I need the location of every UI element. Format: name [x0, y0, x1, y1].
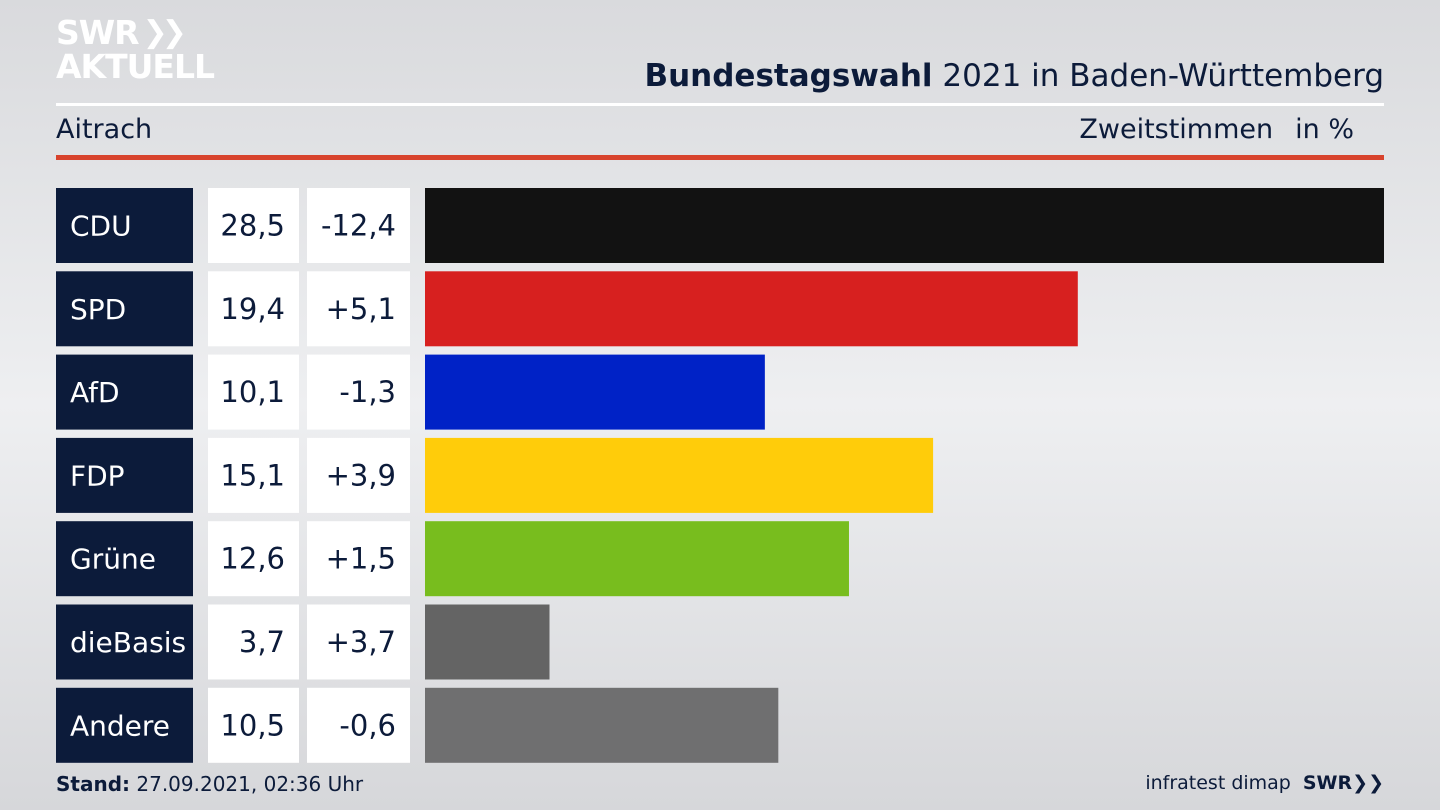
party-label-box: [56, 604, 193, 680]
change-label: -12,4: [321, 209, 396, 243]
change-label: +3,9: [326, 458, 396, 492]
value-cell: [208, 271, 299, 347]
party-name: FDP: [70, 459, 125, 492]
party-name: Grüne: [70, 543, 156, 576]
party-label-box: [56, 687, 193, 763]
vote-share-label: 12,6: [220, 542, 285, 576]
title-rest: 2021 in Baden-Württemberg: [932, 58, 1384, 94]
change-cell: [307, 354, 410, 430]
value-cell: [208, 521, 299, 597]
party-label-box: [56, 188, 193, 263]
bar-spd: [425, 271, 1078, 347]
change-label: +1,5: [326, 542, 396, 576]
party-label-box: [56, 271, 193, 347]
logo-arrows-icon: ❯❯: [142, 15, 187, 50]
region-label: Aitrach: [56, 114, 153, 145]
value-cell: [208, 354, 299, 430]
party-label-box: [56, 437, 193, 513]
value-cell: [208, 687, 299, 763]
source-label: infratest dimap: [1145, 772, 1291, 794]
party-name: SPD: [70, 293, 126, 326]
vote-share-label: 28,5: [220, 209, 285, 243]
swr-aktuell-logo: SWR ❯❯ AKTUELL: [56, 13, 215, 86]
timestamp: Stand: 27.09.2021, 02:36 Uhr: [56, 772, 363, 796]
change-cell: [307, 687, 410, 763]
party-name: AfD: [70, 376, 120, 409]
page-title: Bundestagswahl 2021 in Baden-Württemberg: [644, 58, 1384, 94]
vote-share-label: 3,7: [239, 625, 285, 659]
bar-cdu: [425, 188, 1384, 263]
logo-line2: AKTUELL: [56, 47, 215, 86]
stand-value: 27.09.2021, 02:36 Uhr: [130, 772, 364, 796]
party-label-box: [56, 521, 193, 597]
vote-share-label: 15,1: [220, 458, 285, 492]
change-label: -1,3: [339, 375, 396, 409]
stand-label: Stand:: [56, 772, 131, 796]
change-cell: [307, 437, 410, 513]
logo-line1: SWR: [56, 13, 140, 52]
change-cell: [307, 188, 410, 263]
change-cell: [307, 521, 410, 597]
party-label-box: [56, 354, 193, 430]
title-bold: Bundestagswahl: [644, 58, 933, 94]
party-name: Andere: [70, 709, 170, 742]
header-accent-rule: [56, 155, 1384, 160]
party-name: CDU: [70, 210, 132, 243]
vote-share-label: 10,1: [220, 375, 285, 409]
vote-share-label: 19,4: [220, 292, 285, 326]
value-cell: [208, 604, 299, 680]
party-name: dieBasis: [70, 626, 186, 659]
bar-afd: [425, 354, 765, 430]
bar-fdp: [425, 437, 934, 513]
bar-grüne: [425, 521, 849, 597]
title-divider: [56, 103, 1384, 106]
vote-share-label: 10,5: [220, 708, 285, 742]
bar-diebasis: [425, 604, 550, 680]
change-label: -0,6: [339, 708, 396, 742]
bar-andere: [425, 687, 779, 763]
change-label: +3,7: [326, 625, 396, 659]
value-cell: [208, 188, 299, 263]
vote-type-label: Zweitstimmen: [1079, 114, 1274, 145]
value-cell: [208, 437, 299, 513]
source-credit: infratest dimap SWR❯❯: [1145, 772, 1384, 794]
vote-type-unit: Zweitstimmen in %: [1079, 114, 1354, 145]
change-cell: [307, 604, 410, 680]
unit-label: in %: [1295, 114, 1354, 145]
swr-small-logo: SWR❯❯: [1302, 772, 1384, 794]
change-label: +5,1: [326, 292, 396, 326]
change-cell: [307, 271, 410, 347]
